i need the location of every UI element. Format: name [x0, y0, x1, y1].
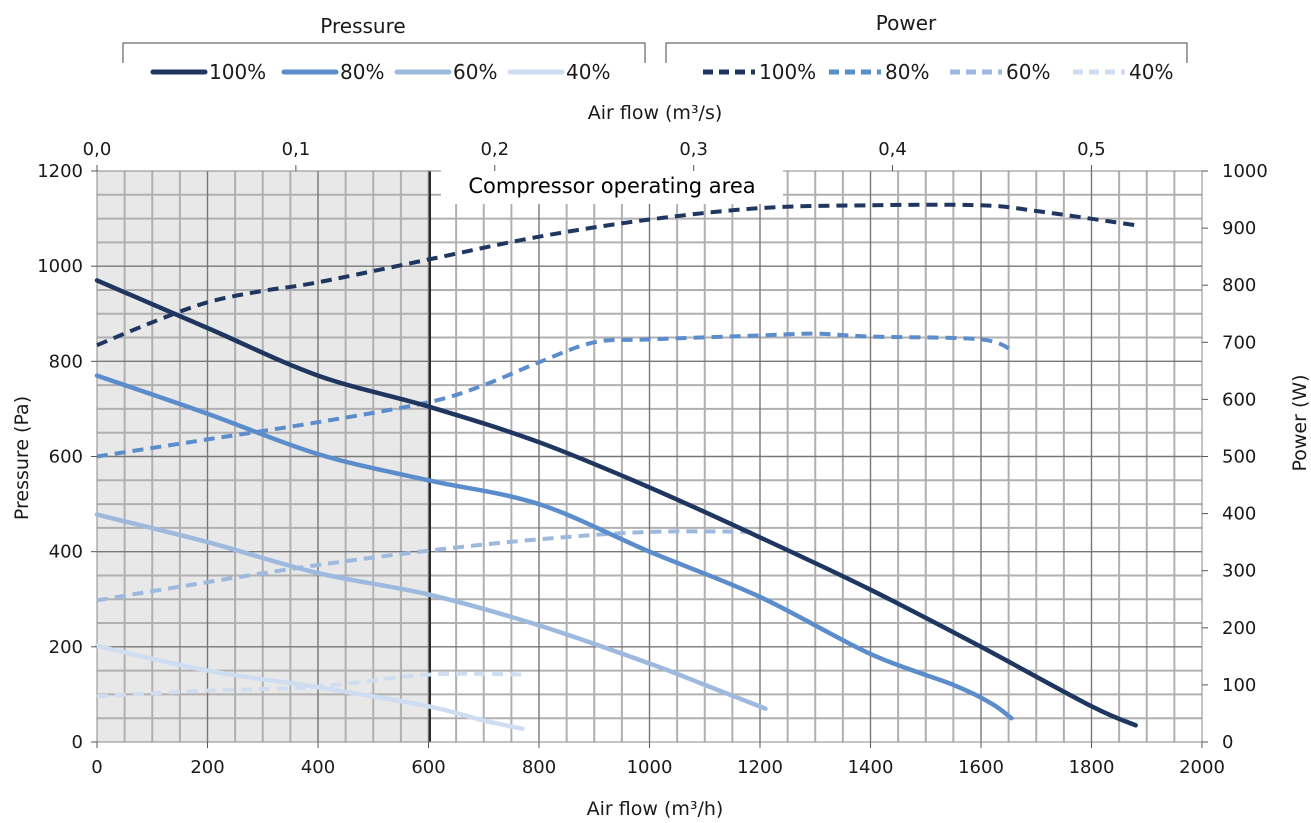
x-axis-tick-label: 0	[91, 757, 102, 778]
power-series-line-100	[96, 202, 1136, 348]
y-axis-tick-label: 800	[49, 351, 83, 372]
y-axis-tick-label: 400	[49, 542, 83, 563]
legend-power-label-60: 60%	[1006, 60, 1050, 84]
y2-axis-tick-label: 400	[1222, 504, 1256, 525]
legend-pressure-title: Pressure	[320, 14, 405, 38]
pressure-series-line-40	[94, 643, 525, 731]
x2-axis-title: Air flow (m³/s)	[588, 102, 723, 124]
y2-axis-tick-label: 100	[1222, 675, 1256, 696]
legend-power-bracket	[665, 42, 1188, 63]
x2-axis-tick-label: 0,2	[480, 139, 509, 160]
legend-pressure-label-100: 100%	[209, 60, 266, 84]
y2-axis-tick-label: 300	[1222, 561, 1256, 582]
x-axis-tick-label: 600	[411, 757, 445, 778]
power-series-line-60	[96, 529, 761, 603]
x-axis-tick-label: 400	[301, 757, 335, 778]
y2-axis-tick-label: 800	[1222, 275, 1256, 296]
y2-axis-tick-label: 600	[1222, 389, 1256, 410]
y2-axis-tick-label: 1000	[1222, 161, 1268, 182]
legend-power-label-100: 100%	[759, 60, 816, 84]
x-axis-tick-label: 2000	[1179, 757, 1225, 778]
y2-axis-tick-label: 700	[1222, 332, 1256, 353]
operating-area-annotation: Compressor operating area	[468, 174, 755, 198]
y2-axis-tick-label: 0	[1222, 732, 1233, 753]
x2-axis-tick-label: 0,5	[1077, 139, 1106, 160]
x2-axis-tick-label: 0,3	[679, 139, 708, 160]
x-axis-tick-label: 800	[522, 757, 556, 778]
x-axis-tick-label: 1800	[1069, 757, 1115, 778]
power-series-line-80	[96, 331, 1015, 459]
y2-axis-tick-label: 200	[1222, 618, 1256, 639]
x2-axis-tick-label: 0,1	[282, 139, 311, 160]
y-axis-tick-label: 600	[49, 447, 83, 468]
legend-pressure-bracket	[122, 42, 646, 63]
x-axis-tick-label: 1000	[627, 757, 673, 778]
legend-power-label-40: 40%	[1129, 60, 1173, 84]
y-axis-title: Pressure (Pa)	[11, 396, 33, 520]
legend-pressure-label-60: 60%	[453, 60, 497, 84]
y2-axis-tick-label: 500	[1222, 447, 1256, 468]
legend-power-title: Power	[876, 11, 937, 35]
x2-axis-tick-label: 0,0	[83, 139, 112, 160]
legend-power-label-80: 80%	[885, 60, 929, 84]
pressure-series-line-60	[94, 512, 768, 711]
y2-axis-tick-label: 900	[1222, 218, 1256, 239]
x-axis-tick-label: 1400	[848, 757, 894, 778]
legend-pressure-label-40: 40%	[566, 60, 610, 84]
x2-axis-tick-label: 0,4	[878, 139, 907, 160]
annotation-background	[441, 170, 783, 204]
x-axis-title: Air flow (m³/h)	[587, 798, 724, 820]
legend-pressure-label-80: 80%	[340, 60, 384, 84]
y-axis-tick-label: 1000	[37, 256, 83, 277]
pressure-series-line-80	[94, 373, 1014, 721]
x-axis-tick-label: 1600	[958, 757, 1004, 778]
y2-axis-title: Power (W)	[1289, 374, 1311, 471]
x-axis-tick-label: 200	[190, 757, 224, 778]
x-axis-tick-label: 1200	[737, 757, 783, 778]
pressure-series-line-100	[94, 278, 1138, 728]
y-axis-tick-label: 1200	[37, 161, 83, 182]
y-axis-tick-label: 0	[72, 732, 83, 753]
y-axis-tick-label: 200	[49, 637, 83, 658]
